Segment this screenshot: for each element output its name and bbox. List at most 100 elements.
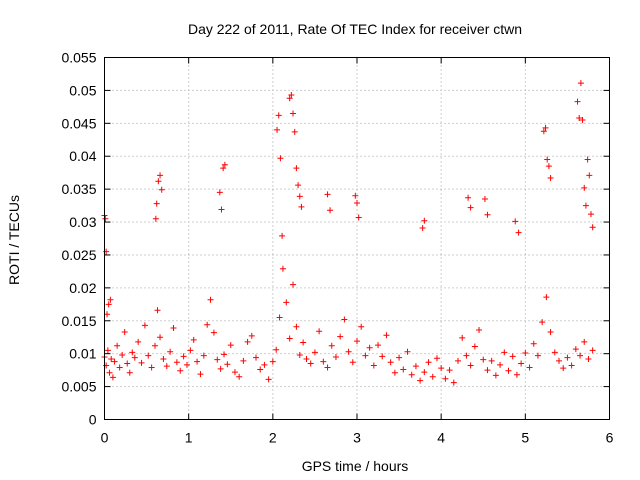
data-point xyxy=(419,224,426,231)
data-point xyxy=(568,362,575,369)
x-axis-title: GPS time / hours xyxy=(302,458,409,474)
data-point xyxy=(116,364,123,371)
data-point xyxy=(576,115,583,122)
data-point xyxy=(218,206,225,213)
data-point xyxy=(324,191,331,198)
data-point xyxy=(296,193,303,200)
data-point xyxy=(231,369,238,376)
x-tick-label: 0 xyxy=(101,430,109,446)
data-point xyxy=(131,354,138,361)
y-tick-label: 0.015 xyxy=(61,313,96,329)
data-point xyxy=(276,314,283,321)
x-tick-label: 5 xyxy=(521,430,529,446)
data-point xyxy=(467,204,474,211)
y-tick-label: 0.02 xyxy=(69,280,96,296)
data-point xyxy=(542,124,549,131)
data-point xyxy=(425,359,432,366)
y-axis-title: ROTI / TECUs xyxy=(6,195,22,285)
data-point xyxy=(152,342,158,349)
data-point xyxy=(152,215,159,222)
data-point xyxy=(337,333,344,340)
data-point xyxy=(446,367,453,374)
data-point xyxy=(587,211,594,218)
data-point xyxy=(515,229,522,236)
data-point xyxy=(327,207,334,214)
data-point xyxy=(421,217,428,224)
data-point xyxy=(589,347,596,354)
data-point xyxy=(572,346,579,353)
data-point xyxy=(167,348,174,355)
y-tick-label: 0 xyxy=(89,412,97,428)
data-point xyxy=(579,117,586,124)
data-point xyxy=(114,342,121,349)
data-point xyxy=(293,323,300,330)
data-point xyxy=(354,338,360,345)
data-point xyxy=(279,232,286,239)
data-point xyxy=(586,172,593,179)
y-tick-label: 0.04 xyxy=(69,148,96,164)
data-point xyxy=(582,202,589,209)
x-tick-label: 4 xyxy=(437,430,445,446)
data-point xyxy=(581,184,588,191)
data-point xyxy=(375,342,382,349)
data-point xyxy=(547,174,554,181)
data-point xyxy=(190,336,197,343)
data-point xyxy=(291,128,298,135)
data-point xyxy=(293,165,300,172)
data-point xyxy=(421,369,428,376)
data-point xyxy=(157,172,164,179)
data-point xyxy=(240,357,247,364)
data-point xyxy=(129,349,136,356)
data-point xyxy=(512,218,519,225)
data-point xyxy=(484,367,491,374)
data-point xyxy=(303,355,310,362)
data-point xyxy=(471,343,478,350)
data-point xyxy=(463,352,470,359)
data-point xyxy=(480,356,487,363)
y-tick-label: 0.045 xyxy=(61,115,96,131)
data-point xyxy=(560,365,567,372)
data-point xyxy=(273,346,280,353)
data-point xyxy=(135,338,142,345)
data-point xyxy=(141,322,148,329)
data-point xyxy=(138,359,145,366)
data-point xyxy=(328,342,335,349)
data-point xyxy=(459,334,466,341)
data-point xyxy=(227,342,234,349)
data-point xyxy=(577,352,584,359)
data-point xyxy=(111,358,118,365)
data-point xyxy=(501,349,508,356)
data-point xyxy=(277,155,284,162)
axis-ticks: 0 0.005 0.01 0.015 0.02 0.025 0.03 0.035 0.04 0.0… xyxy=(61,50,613,446)
data-point xyxy=(530,340,537,347)
data-point xyxy=(274,126,281,133)
data-point xyxy=(261,361,268,368)
data-point xyxy=(163,363,170,370)
data-point xyxy=(505,367,512,374)
data-point xyxy=(155,178,162,185)
data-point xyxy=(300,339,307,346)
data-point xyxy=(522,350,529,357)
data-point xyxy=(145,352,152,359)
data-point xyxy=(158,186,165,193)
data-point xyxy=(585,355,592,362)
data-point xyxy=(204,321,211,328)
data-point xyxy=(108,355,115,362)
data-point xyxy=(400,366,407,373)
data-point xyxy=(216,189,223,196)
data-point xyxy=(210,329,217,336)
grid-lines xyxy=(104,57,610,420)
data-point xyxy=(170,325,177,332)
data-point xyxy=(442,375,449,382)
data-point xyxy=(379,353,386,360)
data-point xyxy=(153,200,160,207)
data-point xyxy=(455,357,461,364)
data-point xyxy=(244,338,251,345)
data-point xyxy=(465,194,472,201)
data-point xyxy=(518,360,525,367)
data-point xyxy=(290,281,297,288)
data-point xyxy=(352,192,359,199)
data-point xyxy=(197,371,204,378)
x-tick-label: 3 xyxy=(353,430,361,446)
data-point xyxy=(539,319,546,326)
